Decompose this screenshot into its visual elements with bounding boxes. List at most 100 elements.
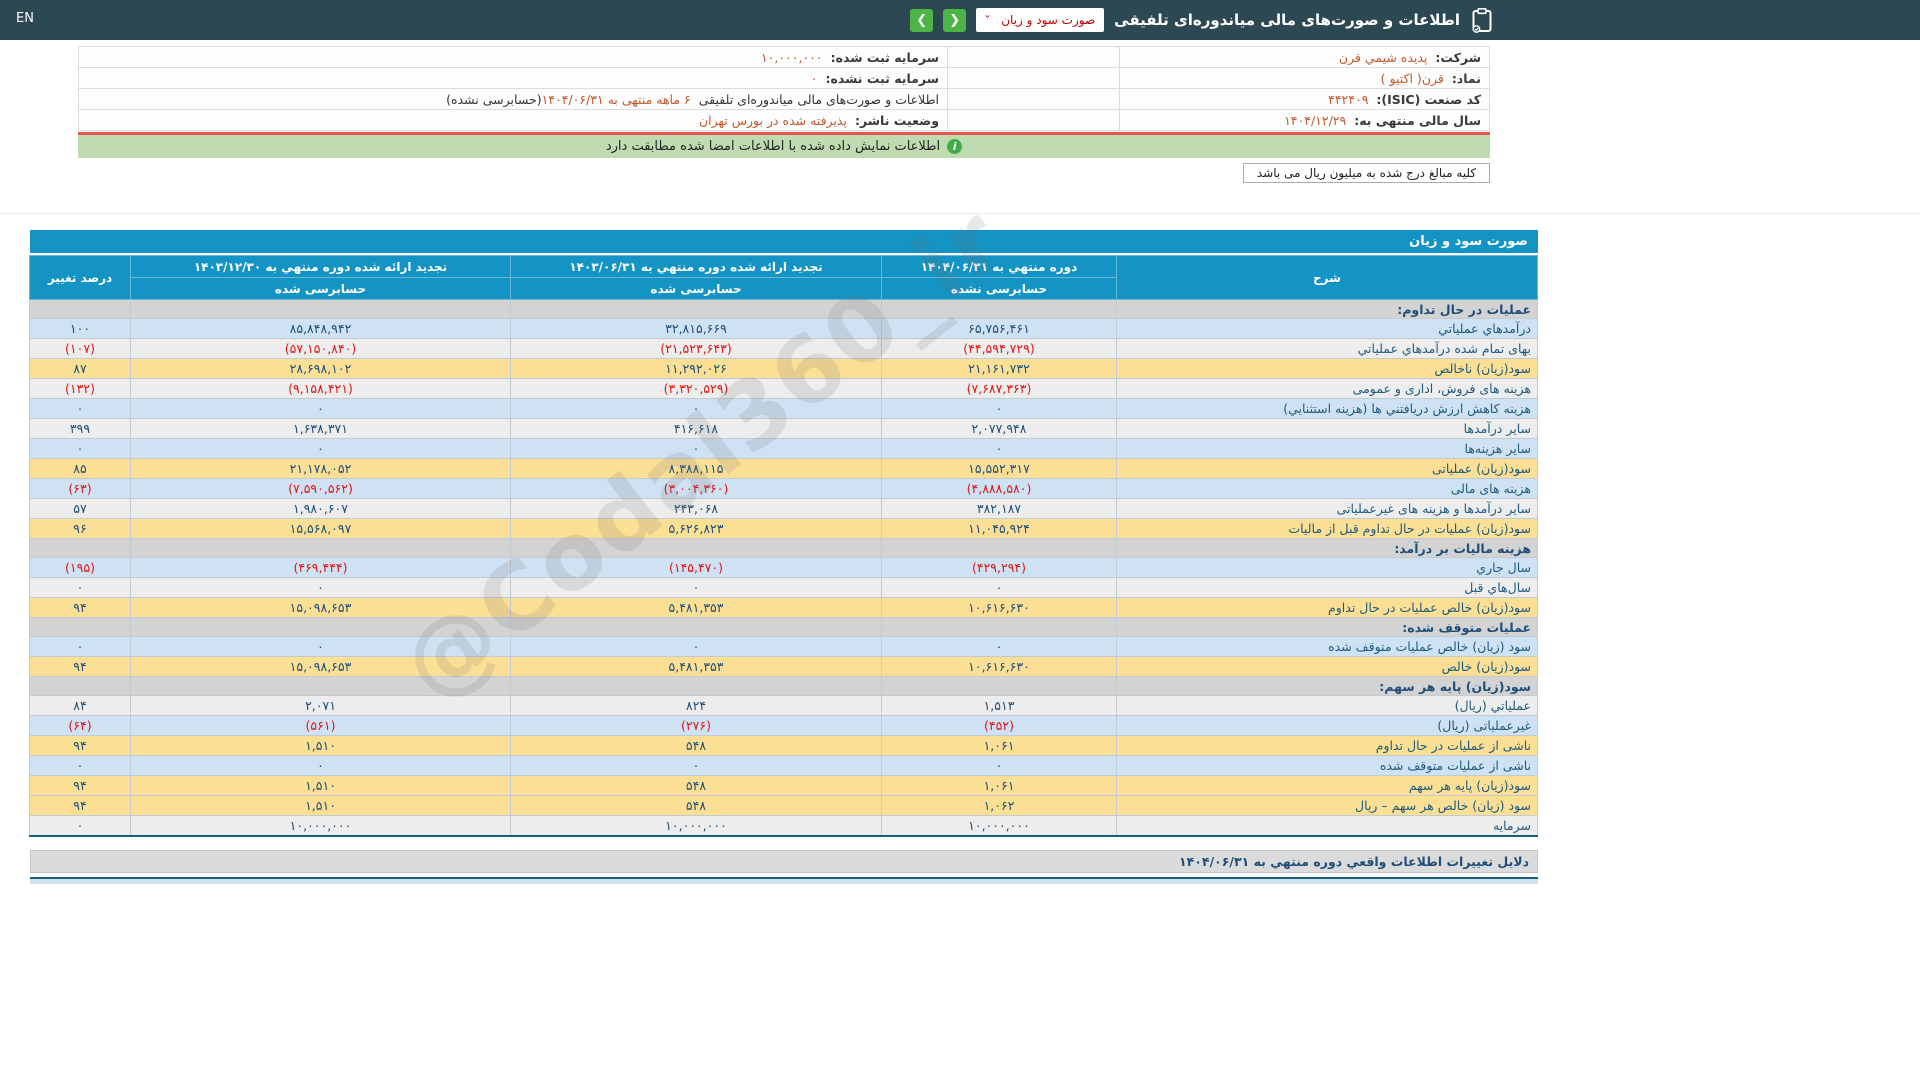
value-cell-c2: ۱۱,۲۹۲,۰۲۶: [511, 359, 882, 379]
col-header-percent-change: درصد تغییر: [30, 256, 131, 300]
row-label: سایر درآمدها و هزینه های غیرعملیاتی: [1117, 499, 1538, 519]
row-label: سود(زیان) ناخالص: [1117, 359, 1538, 379]
row-label: سود (زیان) خالص هر سهم – ریال: [1117, 796, 1538, 816]
value-cell-pct: (۶۳): [30, 479, 131, 499]
statement-type-select[interactable]: صورت سود و زیان ˅: [976, 8, 1104, 32]
value-cell-c2: (۳,۳۲۰,۵۲۹): [511, 379, 882, 399]
table-row: بهای تمام شده درآمدهاي عملیاتي(۴۴,۵۹۴,۷۲…: [30, 339, 1538, 359]
previous-statement-button[interactable]: ❯: [910, 9, 933, 32]
value-cell-c3: (۵۷,۱۵۰,۸۴۰): [131, 339, 511, 359]
value-cell-c3: ۱,۵۱۰: [131, 736, 511, 756]
row-label: عملیاتي (ریال): [1117, 696, 1538, 716]
value-cell-c1: ۱,۰۶۱: [882, 776, 1117, 796]
value-cell-c3: (۴۶۹,۴۴۴): [131, 558, 511, 578]
value-cell-pct: ۸۴: [30, 696, 131, 716]
section-empty-cell: [511, 618, 882, 637]
value-cell-c1: ۲۱,۱۶۱,۷۳۲: [882, 359, 1117, 379]
col-subheader-unaudited: حسابرسی نشده: [882, 278, 1117, 300]
row-label: سود(زیان) خالص عملیات در حال تداوم: [1117, 598, 1538, 618]
value-cell-c1: (۴,۸۸۸,۵۸۰): [882, 479, 1117, 499]
value-cell-c3: ۰: [131, 578, 511, 598]
section-empty-cell: [882, 300, 1117, 319]
table-row: سود(زیان) خالص۱۰,۶۱۶,۶۳۰۵,۴۸۱,۳۵۳۱۵,۰۹۸,…: [30, 657, 1538, 677]
table-row: سایر هزینه‌ها۰۰۰۰: [30, 439, 1538, 459]
isic-value: ۴۴۲۴۰۹: [1328, 92, 1372, 107]
value-cell-c1: ۱۰,۶۱۶,۶۳۰: [882, 657, 1117, 677]
value-cell-c3: ۱۰,۰۰۰,۰۰۰: [131, 816, 511, 836]
table-row: سود (زیان) خالص هر سهم – ریال۱,۰۶۲۵۴۸۱,۵…: [30, 796, 1538, 816]
value-cell-c2: ۵۴۸: [511, 776, 882, 796]
value-cell-c3: ۱۵,۰۹۸,۶۵۳: [131, 657, 511, 677]
value-cell-c1: ۰: [882, 637, 1117, 657]
value-cell-pct: ۹۴: [30, 598, 131, 618]
table-row: هزینه های فروش، اداری و عمومی(۷,۶۸۷,۳۶۳)…: [30, 379, 1538, 399]
row-label: درآمدهاي عملیاتي: [1117, 319, 1538, 339]
value-cell-c1: ۱۱,۰۴۵,۹۲۴: [882, 519, 1117, 539]
value-cell-pct: ۰: [30, 756, 131, 776]
row-label: سرمایه: [1117, 816, 1538, 836]
value-cell-pct: ۸۵: [30, 459, 131, 479]
value-cell-c2: ۱۰,۰۰۰,۰۰۰: [511, 816, 882, 836]
value-cell-c2: ۰: [511, 637, 882, 657]
value-cell-c3: ۲۸,۶۹۸,۱۰۲: [131, 359, 511, 379]
value-cell-c3: ۱۵,۰۹۸,۶۵۳: [131, 598, 511, 618]
value-cell-c2: (۲۱,۵۲۳,۶۴۳): [511, 339, 882, 359]
row-label: سود(زیان) خالص: [1117, 657, 1538, 677]
section-row: عملیات در حال تداوم:: [30, 300, 1538, 319]
section-empty-cell: [30, 677, 131, 696]
section-empty-cell: [30, 300, 131, 319]
row-label: هزینه های مالی: [1117, 479, 1538, 499]
section-label: سود(زیان) پایه هر سهم:: [1117, 677, 1538, 696]
registered-capital-label: سرمایه ثبت شده:: [831, 50, 939, 65]
col-header-description: شرح: [1117, 256, 1538, 300]
value-cell-c2: ۸۲۴: [511, 696, 882, 716]
row-label: سود(زیان) عملیاتی: [1117, 459, 1538, 479]
value-cell-pct: ۹۶: [30, 519, 131, 539]
value-cell-c3: (۷,۵۹۰,۵۶۲): [131, 479, 511, 499]
value-cell-c3: ۲,۰۷۱: [131, 696, 511, 716]
value-cell-pct: ۹۴: [30, 657, 131, 677]
col-subheader-audited-2: حسابرسی شده: [131, 278, 511, 300]
value-cell-c3: ۰: [131, 439, 511, 459]
table-row: سود(زیان) ناخالص۲۱,۱۶۱,۷۳۲۱۱,۲۹۲,۰۲۶۲۸,۶…: [30, 359, 1538, 379]
fiscal-year-value: ۱۴۰۴/۱۲/۲۹: [1284, 113, 1350, 128]
report-clipboard-icon: [1470, 7, 1492, 33]
info-icon: i: [947, 139, 962, 154]
value-cell-pct: ۹۴: [30, 796, 131, 816]
next-statement-button[interactable]: ❮: [943, 9, 966, 32]
info-row-symbol: نماد: قرن( اکتیو ) سرمایه ثبت نشده: ۰: [79, 68, 1490, 89]
info-row-company: شرکت: پدیده شیمي قرن سرمایه ثبت شده: ۱۰,…: [79, 47, 1490, 68]
publisher-status-value: پذیرفته شده در بورس تهران: [699, 113, 851, 128]
value-cell-c1: ۶۵,۷۵۶,۴۶۱: [882, 319, 1117, 339]
value-cell-c3: (۵۶۱): [131, 716, 511, 736]
value-cell-c1: ۱۰,۰۰۰,۰۰۰: [882, 816, 1117, 836]
row-label: سال‌هاي قبل: [1117, 578, 1538, 598]
value-cell-c1: ۱,۰۶۲: [882, 796, 1117, 816]
section-empty-cell: [511, 300, 882, 319]
company-value: پدیده شیمي قرن: [1339, 50, 1432, 65]
row-label: بهای تمام شده درآمدهاي عملیاتي: [1117, 339, 1538, 359]
next-section-cutoff-strip: [30, 877, 1538, 884]
table-row: هزینه کاهش ارزش دریافتني ها (هزینه استثن…: [30, 399, 1538, 419]
statement-title-bar: صورت سود و زیان: [30, 230, 1538, 253]
row-label: ناشی از عملیات متوقف شده: [1117, 756, 1538, 776]
value-cell-c3: ۱۵,۵۶۸,۰۹۷: [131, 519, 511, 539]
value-cell-c1: ۰: [882, 756, 1117, 776]
value-cell-c3: ۰: [131, 637, 511, 657]
table-row: سود(زیان) عملیاتی۱۵,۵۵۲,۳۱۷۸,۳۸۸,۱۱۵۲۱,۱…: [30, 459, 1538, 479]
report-title-text: اطلاعات و صورت‌های مالی میاندوره‌ای تلفی…: [699, 92, 939, 107]
section-empty-cell: [131, 677, 511, 696]
value-cell-c3: (۹,۱۵۸,۴۲۱): [131, 379, 511, 399]
value-cell-pct: ۹۴: [30, 736, 131, 756]
language-toggle-en[interactable]: EN: [16, 11, 34, 26]
table-row: سود (زیان) خالص عملیات متوقف شده۰۰۰۰: [30, 637, 1538, 657]
value-cell-c2: ۸,۳۸۸,۱۱۵: [511, 459, 882, 479]
section-label: عملیات متوقف شده:: [1117, 618, 1538, 637]
value-cell-c2: ۰: [511, 399, 882, 419]
value-cell-pct: ۰: [30, 637, 131, 657]
value-cell-pct: ۵۷: [30, 499, 131, 519]
value-cell-c1: ۲,۰۷۷,۹۴۸: [882, 419, 1117, 439]
table-row: درآمدهاي عملیاتي۶۵,۷۵۶,۴۶۱۳۲,۸۱۵,۶۶۹۸۵,۸…: [30, 319, 1538, 339]
top-navigation-bar: اطلاعات و صورت‌های مالی میاندوره‌ای تلفی…: [0, 0, 1920, 40]
section-label: هزینه مالیات بر درآمد:: [1117, 539, 1538, 558]
